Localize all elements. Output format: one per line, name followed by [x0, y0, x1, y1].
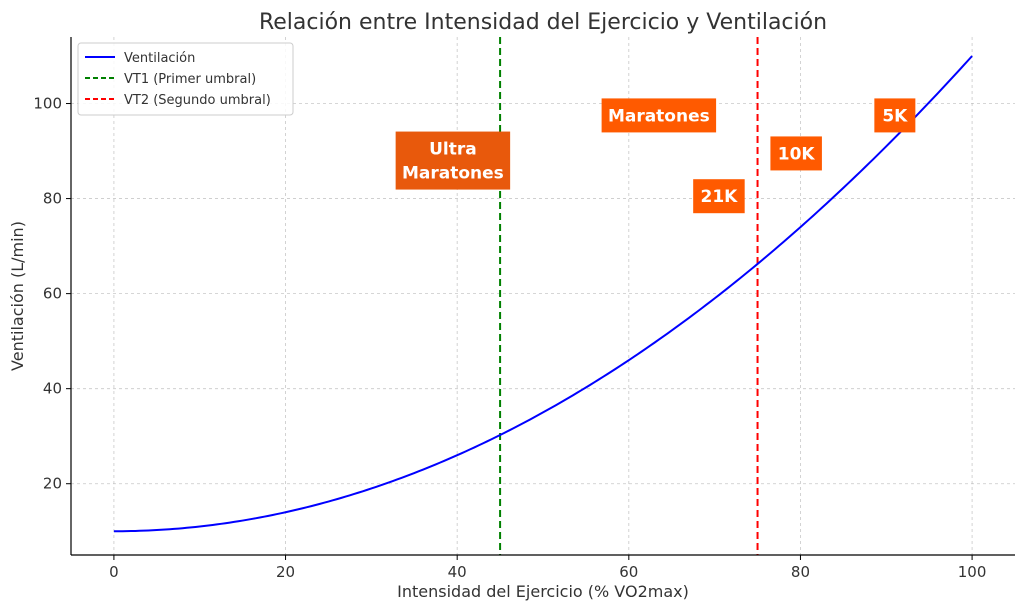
axes — [70, 37, 1015, 556]
annotation-box — [601, 98, 717, 133]
annotation-text: Ultra — [429, 140, 477, 160]
annotations: Ultra Maratones Maratones 10K 21K 5K — [395, 98, 916, 214]
annotation-label: 21K — [693, 179, 745, 214]
y-tick-label: 80 — [43, 190, 62, 208]
annotation-text: Maratones — [402, 164, 504, 184]
x-axis-label: Intensidad del Ejercicio (% VO2max) — [397, 582, 689, 601]
annotation-box — [874, 98, 916, 133]
y-axis-label: Ventilación (L/min) — [8, 221, 27, 371]
x-tick-label: 20 — [276, 563, 295, 581]
annotation-box — [693, 179, 745, 214]
annotation-text: 21K — [701, 187, 739, 207]
legend-label: VT1 (Primer umbral) — [124, 72, 256, 87]
threshold-lines — [499, 37, 759, 555]
annotation-text: Maratones — [608, 106, 710, 126]
annotation-box — [770, 136, 822, 171]
legend-box — [77, 42, 294, 116]
annotation-label: 5K — [874, 98, 916, 133]
annotation-text: 10K — [778, 144, 816, 164]
x-tick-label: 60 — [619, 563, 638, 581]
series-line — [113, 55, 973, 533]
y-tick-label: 20 — [43, 475, 62, 493]
x-tick-label: 80 — [791, 563, 810, 581]
legend-label: VT2 (Segundo umbral) — [124, 93, 271, 108]
y-tick-label: 100 — [33, 95, 62, 113]
legend-label: Ventilación — [124, 51, 195, 66]
x-tick-label: 0 — [109, 563, 119, 581]
ticks: 0 20 40 60 80 100 20 40 60 80 100 — [33, 95, 986, 581]
y-tick-label: 60 — [43, 285, 62, 303]
annotation-box — [395, 131, 511, 190]
annotation-label: Maratones — [601, 98, 717, 133]
chart-title: Relación entre Intensidad del Ejercicio … — [259, 10, 827, 35]
x-tick-label: 40 — [448, 563, 467, 581]
annotation-text: 5K — [882, 106, 908, 126]
y-tick-label: 40 — [43, 380, 62, 398]
x-tick-label: 100 — [958, 563, 987, 581]
annotation-label: Ultra Maratones — [395, 131, 511, 190]
legend: Ventilación VT1 (Primer umbral) VT2 (Segun… — [77, 42, 294, 116]
annotation-label: 10K — [770, 136, 822, 171]
series-layer — [113, 55, 973, 533]
